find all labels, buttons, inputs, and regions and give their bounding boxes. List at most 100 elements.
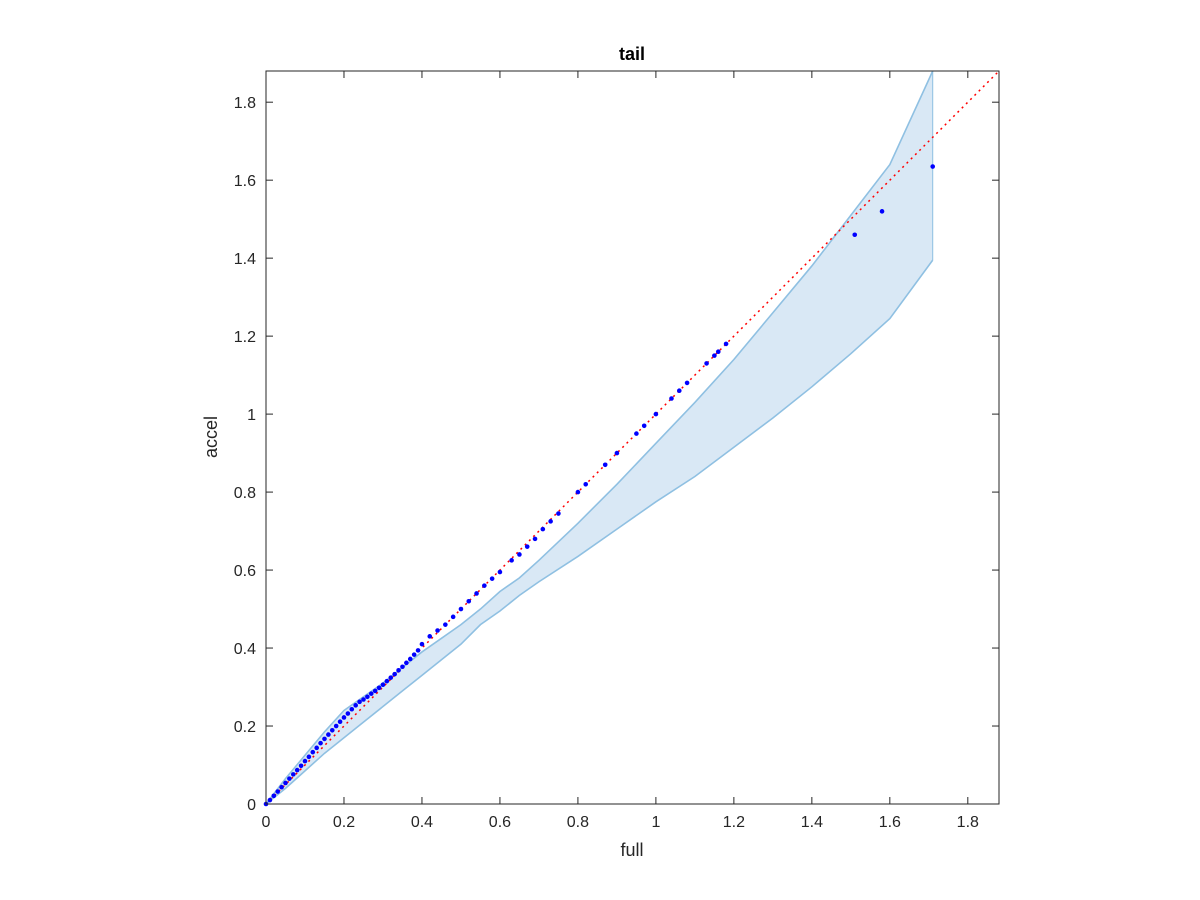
data-point (466, 598, 472, 604)
data-point (384, 678, 390, 684)
data-point (532, 536, 538, 542)
data-point (852, 232, 858, 238)
data-point (329, 728, 335, 733)
data-point (271, 793, 277, 799)
data-point (482, 583, 487, 588)
data-point (930, 164, 936, 169)
data-point (302, 758, 308, 764)
data-point (396, 667, 401, 673)
data-point (357, 699, 362, 705)
data-point (298, 763, 304, 769)
data-point (575, 489, 581, 495)
data-point (712, 353, 717, 358)
data-point (388, 675, 394, 680)
data-point (349, 706, 355, 712)
plot-area-frame (265, 70, 1000, 805)
y-tick-label: 1.6 (234, 173, 256, 190)
data-point (415, 648, 421, 653)
data-point (407, 656, 413, 662)
data-point (614, 450, 620, 456)
data-point (283, 780, 288, 786)
x-tick-label: 0.8 (567, 814, 589, 831)
data-point (634, 431, 639, 436)
data-point (368, 691, 374, 696)
data-point (497, 569, 503, 575)
chart-title: tail (619, 44, 645, 64)
data-point (279, 784, 284, 790)
x-tick-label: 0.2 (333, 814, 355, 831)
y-tick-label: 0.6 (234, 563, 256, 580)
x-tick-label: 0.4 (411, 814, 433, 831)
data-point (489, 576, 495, 581)
data-point (419, 641, 425, 647)
data-point (310, 749, 316, 755)
data-point (341, 715, 347, 720)
data-point (314, 745, 319, 751)
axis-ticks-layer: 0 0.2 0.4 0.6 0.8 1 1.2 1.4 1.6 1.8 0 0.2 0.4 0.6 0.8 1… (234, 71, 999, 831)
x-tick-label: 1.2 (723, 814, 745, 831)
data-point (602, 462, 608, 468)
data-point (524, 544, 530, 549)
data-point (443, 622, 448, 627)
y-tick-label: 0 (247, 797, 256, 814)
y-tick-label: 1.8 (234, 95, 256, 112)
data-point (322, 736, 327, 742)
confidence-band-upper-edge (265, 70, 934, 805)
data-point (669, 396, 674, 401)
confidence-band-lower-edge (265, 259, 934, 805)
data-point (540, 526, 546, 532)
data-point (704, 361, 709, 366)
y-tick-label: 1 (247, 407, 256, 424)
data-point (684, 380, 690, 386)
x-tick-label: 0 (262, 814, 271, 831)
data-point (548, 519, 553, 524)
data-point (318, 740, 323, 746)
data-point (715, 349, 721, 355)
data-point (474, 591, 479, 596)
data-point (333, 723, 339, 729)
x-axis-label: full (620, 840, 643, 860)
y-tick-label: 1.4 (234, 251, 256, 268)
data-point (337, 719, 343, 725)
data-point (380, 682, 386, 687)
data-point (450, 614, 456, 620)
data-point (404, 660, 409, 666)
y-tick-label: 1.2 (234, 329, 256, 346)
data-point (653, 411, 659, 417)
data-point (294, 767, 300, 773)
data-point (361, 697, 366, 702)
x-tick-label: 1.6 (879, 814, 901, 831)
data-point (517, 552, 522, 557)
data-point (723, 341, 729, 347)
data-point (326, 732, 331, 737)
data-point (676, 388, 682, 394)
data-point (353, 703, 358, 708)
data-point (376, 685, 382, 691)
data-point (583, 481, 589, 487)
data-point (372, 688, 378, 694)
data-point (509, 558, 514, 563)
y-tick-label: 0.8 (234, 485, 256, 502)
data-point (287, 776, 292, 781)
data-point (411, 652, 417, 657)
data-point (400, 664, 405, 670)
x-tick-label: 0.6 (489, 814, 511, 831)
data-point (427, 634, 433, 639)
y-axis-label: accel (201, 416, 221, 458)
data-point (556, 511, 561, 516)
data-point (267, 797, 273, 803)
data-point (275, 789, 280, 794)
data-point (290, 772, 296, 777)
y-tick-label: 0.2 (234, 719, 256, 736)
y-tick-label: 0.4 (234, 641, 256, 658)
scatter-points-layer (263, 164, 936, 807)
data-point (345, 711, 351, 716)
x-tick-label: 1.8 (957, 814, 979, 831)
data-point (435, 628, 440, 633)
data-point (879, 209, 885, 214)
data-point (458, 606, 464, 612)
x-tick-label: 1.4 (801, 814, 823, 831)
data-point (641, 423, 647, 429)
x-tick-label: 1 (651, 814, 660, 831)
